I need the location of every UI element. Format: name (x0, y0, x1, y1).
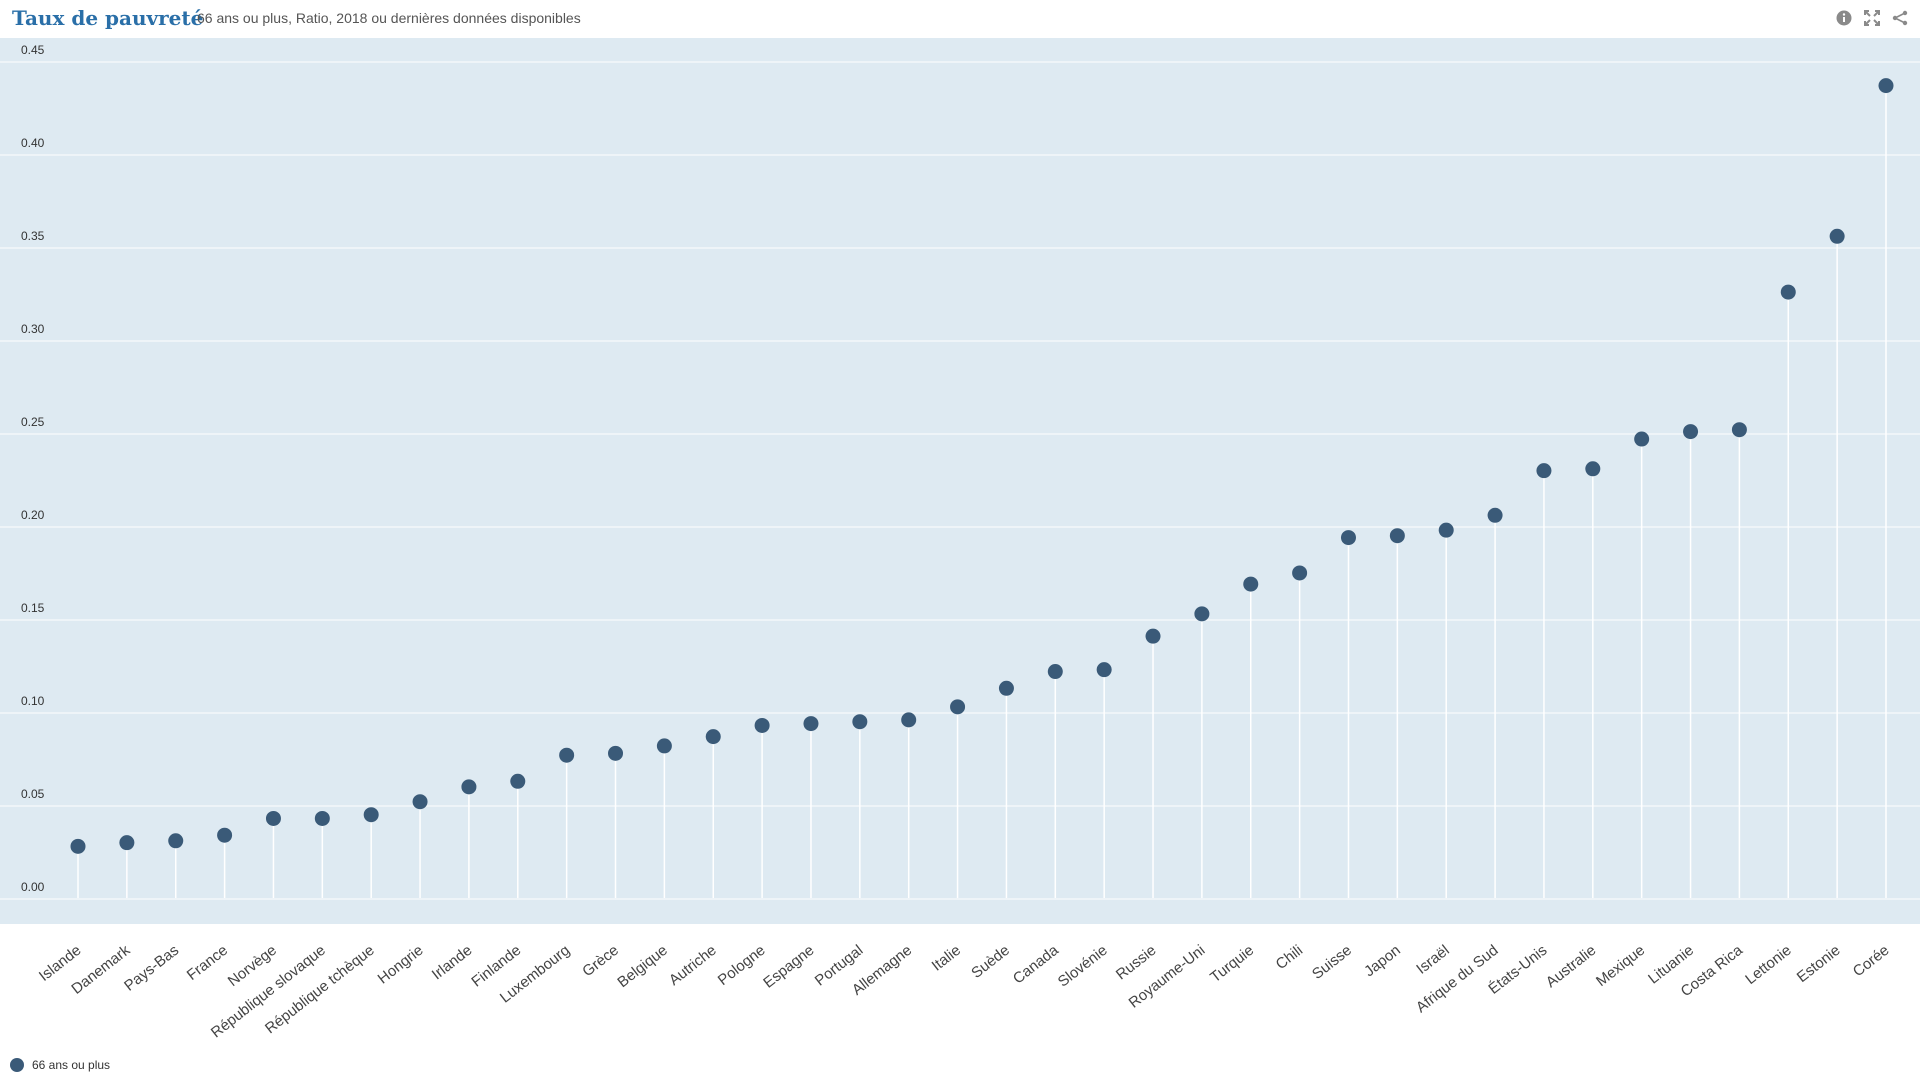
plot-area (0, 38, 1920, 924)
x-tick-label: Suisse (1309, 942, 1355, 983)
chart-header: Taux de pauvreté 66 ans ou plus, Ratio, … (0, 0, 1920, 38)
data-point (950, 699, 966, 715)
y-tick-label: 0.45 (21, 43, 45, 57)
y-tick-label: 0.20 (21, 508, 45, 522)
data-point (1194, 606, 1210, 622)
data-point (803, 716, 819, 732)
data-point (901, 712, 917, 728)
data-point (1340, 530, 1356, 546)
data-point (1096, 662, 1112, 678)
x-tick-label: Suède (968, 942, 1013, 982)
x-tick-label: Corée (1850, 942, 1893, 981)
x-tick-label: Japon (1361, 942, 1404, 981)
y-tick-label: 0.10 (21, 694, 45, 708)
x-tick-label: Turquie (1207, 942, 1257, 986)
data-point (705, 729, 721, 745)
x-tick-label: Grèce (579, 942, 622, 981)
data-point (1047, 664, 1063, 680)
y-tick-label: 0.40 (21, 136, 45, 150)
legend: 66 ans ou plus (10, 1058, 110, 1072)
data-point (1634, 431, 1650, 447)
data-point (1536, 463, 1552, 479)
y-tick-label: 0.05 (21, 787, 45, 801)
y-tick-label: 0.25 (21, 415, 45, 429)
data-point (1731, 422, 1747, 438)
y-tick-label: 0.35 (21, 229, 45, 243)
x-tick-label: Estonie (1794, 942, 1844, 986)
y-tick-label: 0.00 (21, 880, 45, 894)
data-point (168, 833, 184, 849)
data-point (1878, 78, 1894, 94)
data-point (412, 794, 428, 810)
x-tick-label: Espagne (760, 942, 817, 992)
data-point (1487, 507, 1503, 523)
data-point (1438, 522, 1454, 538)
data-point (1780, 284, 1796, 300)
legend-marker (10, 1058, 24, 1072)
lollipop-chart: 0.00 0.05 0.10 0.15 0.20 0.25 0.30 0.35 0.40 0.45… (0, 38, 1920, 1041)
info-icon[interactable] (1834, 8, 1854, 28)
data-point (119, 835, 135, 851)
x-tick-label: Autriche (666, 942, 720, 989)
x-tick-label: Pologne (715, 942, 769, 989)
x-tick-label: Slovénie (1055, 942, 1111, 991)
data-point (314, 810, 330, 826)
data-point (852, 714, 868, 730)
x-tick-label: Canada (1010, 941, 1062, 987)
data-point (1585, 461, 1601, 477)
x-tick-label: Australie (1543, 942, 1599, 991)
expand-icon[interactable] (1862, 8, 1882, 28)
x-tick-label: Pays-Bas (121, 942, 182, 995)
x-tick-label: Afrique du Sud (1413, 942, 1502, 1017)
x-tick-label: Hongrie (375, 942, 427, 988)
x-tick-label: France (184, 942, 231, 984)
data-point (70, 838, 86, 854)
data-point (1389, 528, 1405, 544)
y-tick-label: 0.30 (21, 322, 45, 336)
data-point (754, 717, 770, 733)
share-icon[interactable] (1890, 8, 1910, 28)
data-point (363, 807, 379, 823)
data-point (559, 747, 575, 763)
data-point (510, 773, 526, 789)
legend-label: 66 ans ou plus (32, 1058, 111, 1072)
data-point (608, 745, 624, 761)
y-tick-label: 0.15 (21, 601, 45, 615)
data-point (656, 738, 672, 754)
data-point (217, 827, 233, 843)
data-point (265, 810, 281, 826)
x-tick-label: Chili (1273, 942, 1306, 973)
data-point (998, 680, 1014, 696)
data-point (461, 779, 477, 795)
x-tick-label: Israël (1413, 942, 1452, 978)
x-tick-label: Belgique (614, 942, 670, 991)
chart-title: Taux de pauvreté (12, 6, 204, 30)
x-tick-label: Mexique (1593, 942, 1648, 990)
chart-subtitle: 66 ans ou plus, Ratio, 2018 ou dernières… (197, 10, 581, 26)
data-point (1829, 228, 1845, 244)
data-point (1683, 424, 1699, 440)
data-point (1243, 576, 1259, 592)
chart-toolbar (1834, 8, 1910, 28)
x-tick-label: Italie (929, 942, 964, 975)
data-point (1145, 628, 1161, 644)
x-tick-label: Lettonie (1742, 942, 1795, 988)
data-point (1292, 565, 1308, 581)
